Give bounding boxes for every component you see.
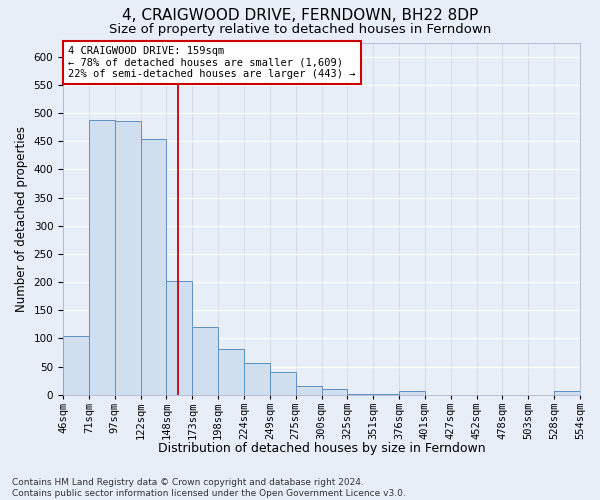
Text: Size of property relative to detached houses in Ferndown: Size of property relative to detached ho…	[109, 22, 491, 36]
Bar	[192, 327, 218, 395]
Bar	[166, 281, 192, 395]
Bar	[373, 394, 399, 395]
Bar	[270, 372, 296, 395]
Bar	[554, 391, 580, 395]
Bar	[89, 120, 115, 395]
Text: 4 CRAIGWOOD DRIVE: 159sqm
← 78% of detached houses are smaller (1,609)
22% of se: 4 CRAIGWOOD DRIVE: 159sqm ← 78% of detac…	[68, 46, 356, 79]
Bar	[244, 363, 270, 395]
Bar	[218, 348, 244, 395]
Text: 4, CRAIGWOOD DRIVE, FERNDOWN, BH22 8DP: 4, CRAIGWOOD DRIVE, FERNDOWN, BH22 8DP	[122, 8, 478, 22]
Bar	[322, 389, 347, 395]
X-axis label: Distribution of detached houses by size in Ferndown: Distribution of detached houses by size …	[158, 442, 485, 455]
Bar	[399, 391, 425, 395]
Text: Contains HM Land Registry data © Crown copyright and database right 2024.
Contai: Contains HM Land Registry data © Crown c…	[12, 478, 406, 498]
Bar	[63, 336, 89, 395]
Y-axis label: Number of detached properties: Number of detached properties	[15, 126, 28, 312]
Bar	[296, 386, 322, 395]
Bar	[347, 394, 373, 395]
Bar	[115, 122, 140, 395]
Bar	[140, 140, 166, 395]
